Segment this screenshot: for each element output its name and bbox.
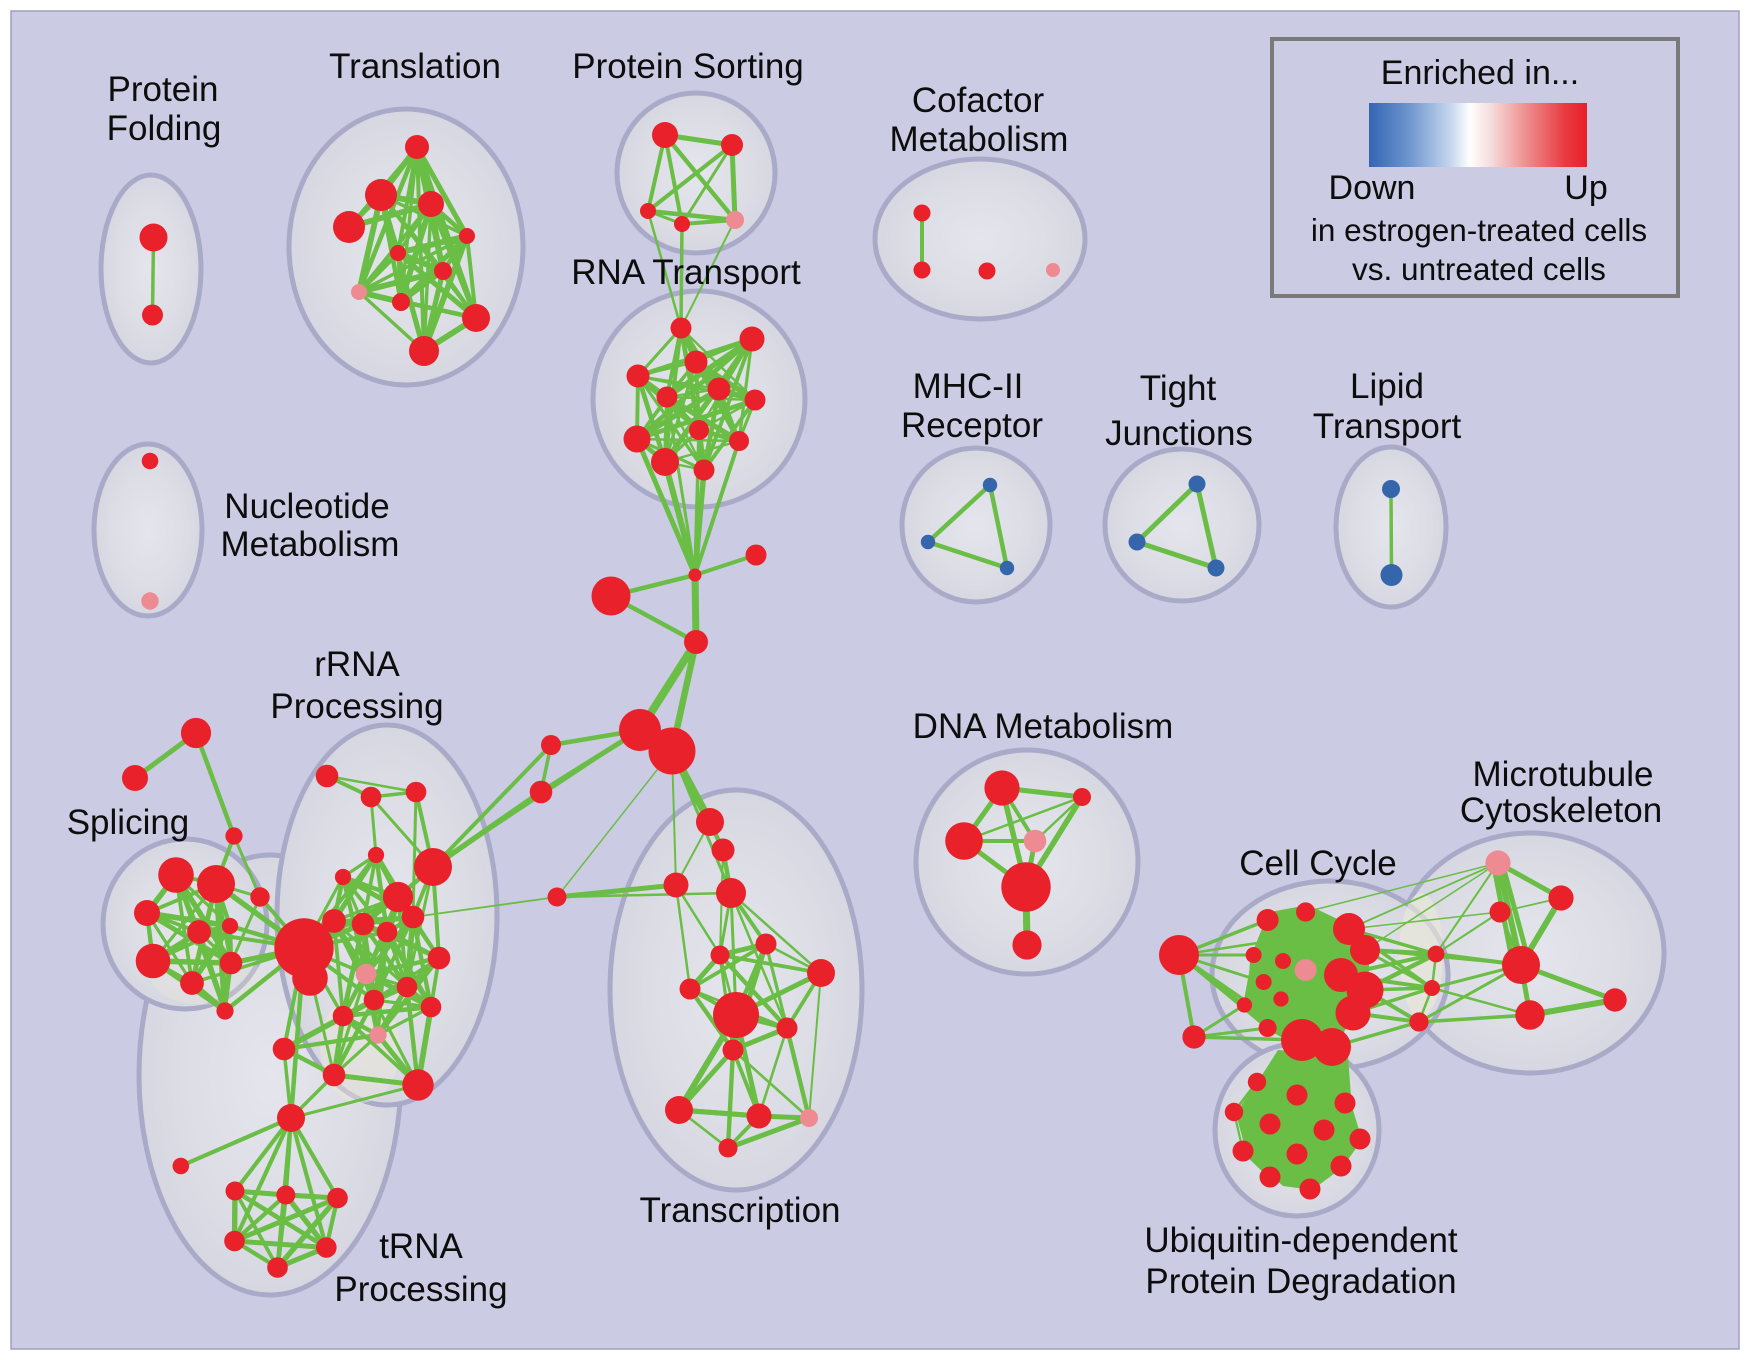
svg-text:Processing: Processing <box>334 1270 507 1309</box>
svg-text:Up: Up <box>1564 169 1607 207</box>
svg-text:vs. untreated cells: vs. untreated cells <box>1352 251 1606 287</box>
svg-text:Splicing: Splicing <box>67 803 190 842</box>
svg-text:Cofactor: Cofactor <box>912 81 1045 120</box>
svg-text:Transcription: Transcription <box>640 1191 841 1230</box>
svg-text:Translation: Translation <box>329 47 501 86</box>
svg-text:Cytoskeleton: Cytoskeleton <box>1460 791 1662 830</box>
svg-text:Cell Cycle: Cell Cycle <box>1239 844 1397 883</box>
svg-text:Metabolism: Metabolism <box>890 120 1069 159</box>
svg-text:Processing: Processing <box>270 687 443 726</box>
svg-text:rRNA: rRNA <box>314 645 400 684</box>
svg-text:Lipid: Lipid <box>1350 367 1424 406</box>
svg-text:Junctions: Junctions <box>1105 414 1253 453</box>
svg-text:Ubiquitin-dependent: Ubiquitin-dependent <box>1144 1221 1458 1260</box>
svg-text:in estrogen-treated cells: in estrogen-treated cells <box>1311 212 1647 248</box>
svg-text:Protein Degradation: Protein Degradation <box>1145 1262 1456 1301</box>
svg-text:Enriched in...: Enriched in... <box>1381 54 1579 92</box>
svg-text:Transport: Transport <box>1313 407 1462 446</box>
svg-text:Folding: Folding <box>107 109 222 148</box>
svg-text:DNA Metabolism: DNA Metabolism <box>913 707 1174 746</box>
svg-text:Nucleotide: Nucleotide <box>224 487 389 526</box>
svg-text:Metabolism: Metabolism <box>221 525 400 564</box>
svg-text:Protein: Protein <box>108 70 219 109</box>
svg-text:Down: Down <box>1329 169 1416 207</box>
svg-text:Microtubule: Microtubule <box>1473 755 1654 794</box>
svg-text:Receptor: Receptor <box>901 406 1043 445</box>
svg-text:MHC-II: MHC-II <box>913 367 1024 406</box>
svg-text:RNA Transport: RNA Transport <box>571 253 801 292</box>
svg-text:Tight: Tight <box>1140 369 1217 408</box>
svg-text:Protein Sorting: Protein Sorting <box>572 47 804 86</box>
svg-text:tRNA: tRNA <box>379 1227 463 1266</box>
